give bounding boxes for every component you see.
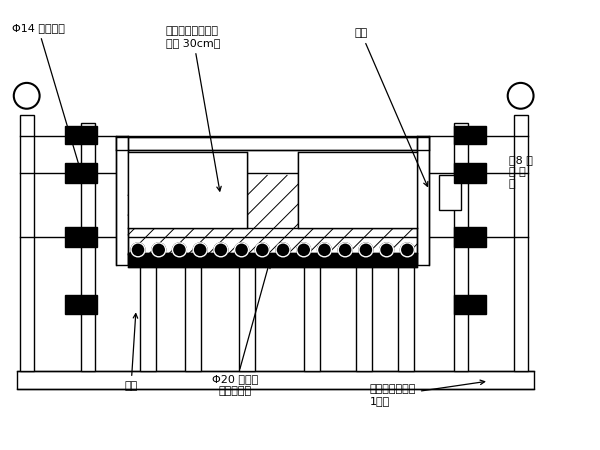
Circle shape <box>172 243 187 257</box>
Circle shape <box>338 243 352 257</box>
Circle shape <box>152 243 166 257</box>
Text: 顶托: 顶托 <box>124 314 137 391</box>
Bar <box>128 153 247 228</box>
Text: 操作平台（宽度
1米）: 操作平台（宽度 1米） <box>370 380 485 406</box>
Bar <box>298 153 417 228</box>
Text: Φ14 对拉螺杆: Φ14 对拉螺杆 <box>12 23 81 169</box>
Circle shape <box>256 243 269 257</box>
Text: 侧模: 侧模 <box>355 28 428 186</box>
Circle shape <box>297 243 311 257</box>
Bar <box>454 295 486 315</box>
Text: Φ20 螺纹锂
筋底模骨架: Φ20 螺纹锂 筋底模骨架 <box>212 264 270 396</box>
Bar <box>82 123 95 371</box>
Circle shape <box>235 243 248 257</box>
Bar <box>239 267 255 371</box>
Bar <box>454 163 486 183</box>
Bar <box>116 136 429 150</box>
Bar <box>439 176 461 210</box>
Circle shape <box>317 243 331 257</box>
Text: 【8 槽
钢 横
架: 【8 槽 钢 横 架 <box>509 155 533 189</box>
Bar <box>417 135 429 265</box>
Bar <box>65 295 97 315</box>
Bar <box>185 267 200 371</box>
Bar <box>454 126 486 144</box>
Bar <box>128 253 417 267</box>
Circle shape <box>359 243 373 257</box>
Bar <box>116 135 128 265</box>
Bar <box>454 123 468 371</box>
Circle shape <box>131 243 145 257</box>
Bar <box>65 126 97 144</box>
Bar <box>65 227 97 247</box>
Circle shape <box>276 243 290 257</box>
Bar <box>356 267 371 371</box>
Bar <box>20 115 34 371</box>
Bar <box>398 267 414 371</box>
Circle shape <box>193 243 207 257</box>
Bar <box>128 176 417 255</box>
Bar <box>304 267 320 371</box>
Bar <box>140 267 156 371</box>
Bar <box>17 371 533 389</box>
Circle shape <box>380 243 394 257</box>
Bar <box>454 227 486 247</box>
Circle shape <box>214 243 228 257</box>
Bar <box>514 115 527 371</box>
Text: 第一次浇筑层（顶
板底 30cm）: 第一次浇筑层（顶 板底 30cm） <box>166 27 221 191</box>
Bar <box>65 163 97 183</box>
Circle shape <box>400 243 414 257</box>
